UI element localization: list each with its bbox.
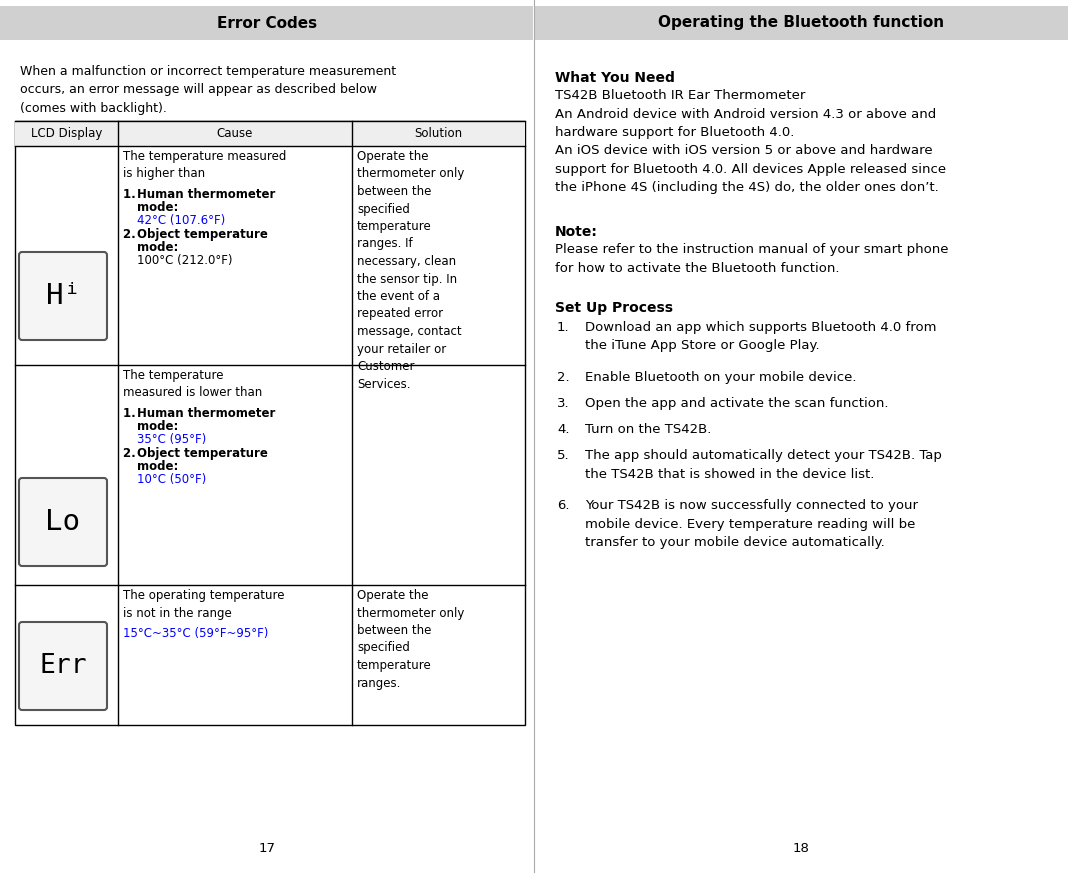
Text: Set Up Process: Set Up Process — [555, 301, 673, 315]
Text: The temperature measured
is higher than: The temperature measured is higher than — [123, 150, 286, 181]
Text: 35°C (95°F): 35°C (95°F) — [137, 433, 206, 446]
Text: mode:: mode: — [137, 201, 178, 214]
Text: Human thermometer: Human thermometer — [137, 407, 276, 420]
Text: Error Codes: Error Codes — [217, 16, 317, 31]
Text: 1.: 1. — [123, 407, 140, 420]
Text: 1.: 1. — [557, 321, 569, 334]
Text: Operating the Bluetooth function: Operating the Bluetooth function — [658, 16, 944, 31]
Text: 1.: 1. — [123, 188, 140, 201]
Text: Err: Err — [40, 653, 87, 679]
Text: Your TS42B is now successfully connected to your
mobile device. Every temperatur: Your TS42B is now successfully connected… — [585, 499, 918, 549]
Text: mode:: mode: — [137, 420, 178, 433]
Text: 18: 18 — [792, 842, 810, 855]
Text: Operate the
thermometer only
between the
specified
temperature
ranges.: Operate the thermometer only between the… — [357, 589, 465, 690]
Text: Cause: Cause — [217, 127, 253, 140]
Bar — [0, 6, 533, 40]
FancyBboxPatch shape — [19, 252, 107, 340]
Text: 2.: 2. — [557, 371, 569, 384]
Text: 15°C~35°C (59°F~95°F): 15°C~35°C (59°F~95°F) — [123, 627, 268, 640]
Text: 3.: 3. — [557, 397, 569, 410]
Text: The app should automatically detect your TS42B. Tap
the TS42B that is showed in : The app should automatically detect your… — [585, 449, 942, 481]
Text: 2.: 2. — [123, 447, 140, 460]
Bar — [535, 6, 1068, 40]
Text: 2.: 2. — [123, 228, 140, 241]
Text: Object temperature: Object temperature — [137, 447, 268, 460]
Bar — [15, 121, 525, 725]
Text: Solution: Solution — [414, 127, 462, 140]
Text: Lo: Lo — [46, 508, 80, 536]
Text: The operating temperature
is not in the range: The operating temperature is not in the … — [123, 589, 284, 620]
Text: 42°C (107.6°F): 42°C (107.6°F) — [137, 214, 225, 227]
Text: Open the app and activate the scan function.: Open the app and activate the scan funct… — [585, 397, 889, 410]
Text: 17: 17 — [258, 842, 276, 855]
Text: Enable Bluetooth on your mobile device.: Enable Bluetooth on your mobile device. — [585, 371, 857, 384]
Text: 5.: 5. — [557, 449, 569, 462]
Text: Object temperature: Object temperature — [137, 228, 268, 241]
FancyBboxPatch shape — [19, 478, 107, 566]
Text: LCD Display: LCD Display — [31, 127, 103, 140]
Text: Please refer to the instruction manual of your smart phone
for how to activate t: Please refer to the instruction manual o… — [555, 243, 948, 274]
Text: Hⁱ: Hⁱ — [46, 282, 80, 310]
Text: 6.: 6. — [557, 499, 569, 512]
Bar — [15, 121, 525, 146]
Text: mode:: mode: — [137, 460, 178, 473]
Text: When a malfunction or incorrect temperature measurement
occurs, an error message: When a malfunction or incorrect temperat… — [20, 65, 396, 115]
Text: 10°C (50°F): 10°C (50°F) — [137, 473, 206, 486]
Text: Download an app which supports Bluetooth 4.0 from
the iTune App Store or Google : Download an app which supports Bluetooth… — [585, 321, 937, 353]
Text: 4.: 4. — [557, 423, 569, 436]
Text: Operate the
thermometer only
between the
specified
temperature
ranges. If
necess: Operate the thermometer only between the… — [357, 150, 465, 390]
Text: mode:: mode: — [137, 241, 178, 254]
Text: Human thermometer: Human thermometer — [137, 188, 276, 201]
Text: What You Need: What You Need — [555, 71, 675, 85]
Text: The temperature
measured is lower than: The temperature measured is lower than — [123, 369, 263, 400]
Text: Turn on the TS42B.: Turn on the TS42B. — [585, 423, 711, 436]
Text: 100°C (212.0°F): 100°C (212.0°F) — [137, 254, 233, 267]
Text: TS42B Bluetooth IR Ear Thermometer
An Android device with Android version 4.3 or: TS42B Bluetooth IR Ear Thermometer An An… — [555, 89, 946, 195]
Text: Note:: Note: — [555, 225, 598, 239]
FancyBboxPatch shape — [19, 622, 107, 710]
